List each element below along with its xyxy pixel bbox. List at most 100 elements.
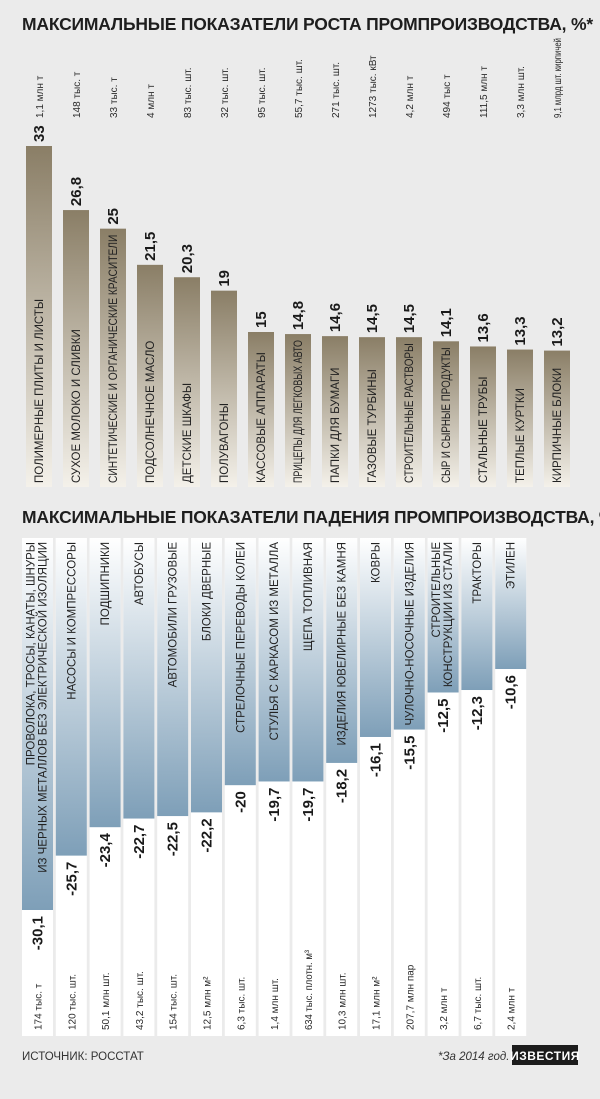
logo-text: ИЗВЕСТИЯ xyxy=(510,1049,580,1063)
decline-bar xyxy=(495,538,527,670)
growth-unit-label: 494 тыс т xyxy=(442,74,453,118)
growth-unit-label: 9,1 млрд шт. кирпичей xyxy=(553,38,564,118)
decline-bar xyxy=(360,538,391,737)
growth-bar xyxy=(211,290,237,487)
decline-category-label: ЩЕПА ТОПЛИВНАЯ xyxy=(303,542,315,651)
growth-category-label: СИНТЕТИЧЕСКИЕ И ОРГАНИЧЕСКИЕ КРАСИТЕЛИ xyxy=(108,235,120,483)
decline-unit-label: 120 тыс. шт. xyxy=(67,974,78,1030)
decline-unit-label: 6,3 тыс. шт. xyxy=(236,977,247,1030)
growth-bar xyxy=(137,264,163,487)
decline-category-label: АВТОМОБИЛИ ГРУЗОВЫЕ xyxy=(168,542,180,688)
decline-unit-label: 43,2 тыс. шт. xyxy=(135,971,146,1030)
growth-bar xyxy=(433,341,459,487)
decline-category-label: БЛОКИ ДВЕРНЫЕ xyxy=(202,542,214,641)
decline-chart-title: МАКСИМАЛЬНЫЕ ПОКАЗАТЕЛИ ПАДЕНИЯ ПРОМПРОИ… xyxy=(22,507,600,527)
growth-bar xyxy=(470,346,496,487)
growth-value-label: 19 xyxy=(216,270,233,287)
growth-category-label: СУХОЕ МОЛОКО И СЛИВКИ xyxy=(71,329,83,483)
growth-value-label: 33 xyxy=(31,125,48,142)
decline-category-label: СТРЕЛОЧНЫЕ ПЕРЕВОДЫ КОЛЕИ xyxy=(235,542,247,733)
decline-category-label: ПОДШИПНИКИ xyxy=(100,542,112,625)
growth-value-label: 14,5 xyxy=(401,304,418,333)
growth-bar xyxy=(396,337,422,487)
decline-bar xyxy=(258,538,290,782)
decline-value-label: -19,7 xyxy=(266,787,283,821)
decline-unit-label: 17,1 млн м² xyxy=(372,976,383,1030)
decline-bar xyxy=(123,538,155,819)
decline-category-label: ИЗДЕЛИЯ ЮВЕЛИРНЫЕ БЕЗ КАМНЯ xyxy=(337,542,349,745)
growth-category-label: ПОДСОЛНЕЧНОЕ МАСЛО xyxy=(145,341,157,483)
decline-unit-label: 2,4 млн т xyxy=(507,987,518,1030)
decline-bar xyxy=(292,538,324,782)
growth-unit-label: 4,2 млн т xyxy=(405,75,416,118)
decline-value-label: -22,5 xyxy=(165,822,182,856)
growth-value-label: 21,5 xyxy=(142,232,159,261)
decline-category-label: КОНСТРУКЦИИ ИЗ СТАЛИ xyxy=(443,542,455,687)
growth-unit-label: 83 тыс. шт. xyxy=(183,68,194,119)
growth-bar xyxy=(359,337,385,487)
decline-unit-label: 50,1 млн шт. xyxy=(101,972,112,1030)
decline-category-label: СТУЛЬЯ С КАРКАСОМ ИЗ МЕТАЛЛА xyxy=(269,542,281,741)
decline-unit-label: 207,7 млн пар xyxy=(405,964,416,1030)
growth-category-label: СТРОИТЕЛЬНЫЕ РАСТВОРЫ xyxy=(404,343,416,483)
decline-unit-label: 634 тыс. плотн. м³ xyxy=(304,949,315,1030)
growth-unit-label: 271 тыс. шт. xyxy=(331,62,342,118)
growth-bar xyxy=(322,336,348,487)
decline-value-label: -18,2 xyxy=(334,769,351,803)
decline-category-label: ТРАКТОРЫ xyxy=(472,542,484,604)
decline-value-label: -23,4 xyxy=(97,833,114,868)
growth-value-label: 20,3 xyxy=(179,244,196,273)
growth-category-label: ПАПКИ ДЛЯ БУМАГИ xyxy=(330,368,342,483)
decline-value-label: -12,5 xyxy=(435,698,452,732)
decline-bar xyxy=(393,538,425,730)
decline-bar xyxy=(191,538,222,813)
decline-bar xyxy=(224,538,256,786)
decline-value-label: -20 xyxy=(232,791,249,813)
growth-category-label: ТЕПЛЫЕ КУРТКИ xyxy=(515,388,527,483)
growth-bar xyxy=(544,350,570,487)
growth-value-label: 25 xyxy=(105,208,122,225)
decline-unit-label: 154 тыс. шт. xyxy=(169,974,180,1030)
growth-unit-label: 95 тыс. шт. xyxy=(257,68,268,119)
growth-value-label: 14,6 xyxy=(327,303,344,332)
decline-value-label: -10,6 xyxy=(503,675,520,709)
growth-unit-label: 4 млн т xyxy=(146,84,157,118)
decline-bar xyxy=(461,538,493,691)
growth-bar xyxy=(174,277,200,487)
decline-value-label: -15,5 xyxy=(401,736,418,770)
decline-unit-label: 12,5 млн м² xyxy=(203,976,214,1030)
decline-category-label: ЭТИЛЕН xyxy=(506,542,518,589)
growth-value-label: 14,8 xyxy=(290,301,307,330)
decline-unit-label: 6,7 тыс. шт. xyxy=(473,977,484,1030)
growth-unit-label: 3,3 млн шт. xyxy=(516,66,527,118)
decline-value-label: -30,1 xyxy=(30,916,47,950)
decline-value-label: -16,1 xyxy=(368,743,385,777)
decline-category-label: КОВРЫ xyxy=(371,542,383,583)
growth-value-label: 14,5 xyxy=(364,304,381,333)
decline-category-label: СТРОИТЕЛЬНЫЕ xyxy=(431,542,443,638)
decline-value-label: -22,2 xyxy=(199,818,216,852)
growth-value-label: 13,6 xyxy=(475,313,492,342)
growth-bar xyxy=(63,210,89,488)
growth-value-label: 14,1 xyxy=(438,308,455,337)
growth-value-label: 26,8 xyxy=(68,177,85,206)
decline-unit-label: 1,4 млн шт. xyxy=(270,978,281,1030)
decline-chart: ПРОВОЛОКА, ТРОСЫ, КАНАТЫ, ШНУРЫ ИЗ ЧЕРНЫХ… xyxy=(22,538,527,1036)
growth-category-label: КАССОВЫЕ АППАРАТЫ xyxy=(256,352,268,483)
decline-unit-label: 10,3 млн шт. xyxy=(338,972,349,1030)
decline-bar xyxy=(326,538,358,763)
decline-value-label: -12,3 xyxy=(469,696,486,730)
growth-unit-label: 1,1 млн т xyxy=(35,75,46,118)
growth-value-label: 13,2 xyxy=(549,317,566,346)
growth-bar xyxy=(100,228,126,487)
growth-category-label: ПОЛИМЕРНЫЕ ПЛИТЫ И ЛИСТЫ xyxy=(34,299,46,483)
decline-bar xyxy=(157,538,189,817)
decline-bar xyxy=(22,538,53,910)
growth-unit-label: 55,7 тыс. шт. xyxy=(294,59,305,118)
growth-category-label: ГАЗОВЫЕ ТУРБИНЫ xyxy=(367,369,379,483)
decline-category-label: НАСОСЫ И КОМПРЕССОРЫ xyxy=(66,542,78,700)
growth-category-label: КИРПИЧНЫЕ БЛОКИ xyxy=(552,368,564,483)
decline-value-label: -25,7 xyxy=(63,862,80,896)
growth-unit-label: 1273 тыс. кВт xyxy=(368,55,379,118)
growth-value-label: 15 xyxy=(253,311,270,328)
